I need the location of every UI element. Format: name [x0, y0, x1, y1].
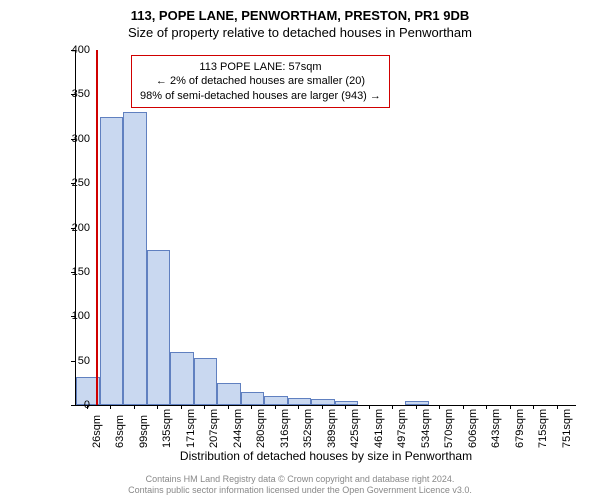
y-tick-mark	[71, 228, 75, 229]
y-tick-label: 250	[60, 177, 90, 189]
y-tick-mark	[71, 272, 75, 273]
x-tick-mark	[251, 405, 252, 409]
y-tick-mark	[71, 94, 75, 95]
histogram-bar	[335, 401, 359, 405]
x-tick-label: 643sqm	[490, 409, 502, 448]
y-tick-label: 200	[60, 222, 90, 234]
x-tick-mark	[369, 405, 370, 409]
x-tick-mark	[87, 405, 88, 409]
info-line-2: ← 2% of detached houses are smaller (20)	[140, 74, 381, 88]
y-tick-mark	[71, 139, 75, 140]
x-tick-label: 497sqm	[396, 409, 408, 448]
info-line-1: 113 POPE LANE: 57sqm	[140, 60, 381, 74]
x-tick-mark	[416, 405, 417, 409]
x-tick-mark	[557, 405, 558, 409]
x-tick-mark	[463, 405, 464, 409]
x-tick-mark	[228, 405, 229, 409]
y-tick-label: 0	[60, 399, 90, 411]
histogram-bar	[170, 352, 194, 405]
x-tick-mark	[181, 405, 182, 409]
y-tick-mark	[71, 50, 75, 51]
chart-area: Number of detached properties 113 POPE L…	[55, 50, 575, 430]
x-tick-mark	[533, 405, 534, 409]
y-tick-label: 150	[60, 266, 90, 278]
x-tick-mark	[157, 405, 158, 409]
histogram-bar	[194, 358, 218, 405]
x-tick-label: 715sqm	[537, 409, 549, 448]
x-tick-label: 135sqm	[161, 409, 173, 448]
info-box: 113 POPE LANE: 57sqm ← 2% of detached ho…	[131, 55, 390, 108]
y-tick-mark	[71, 183, 75, 184]
footer-line-2: Contains public sector information licen…	[0, 485, 600, 496]
x-tick-label: 244sqm	[232, 409, 244, 448]
histogram-bar	[405, 401, 429, 405]
x-tick-mark	[322, 405, 323, 409]
x-tick-mark	[275, 405, 276, 409]
histogram-bar	[217, 383, 241, 405]
x-tick-label: 63sqm	[114, 415, 126, 448]
x-tick-mark	[110, 405, 111, 409]
x-tick-mark	[392, 405, 393, 409]
x-tick-mark	[486, 405, 487, 409]
footer-line-1: Contains HM Land Registry data © Crown c…	[0, 474, 600, 485]
y-tick-mark	[71, 361, 75, 362]
x-tick-mark	[298, 405, 299, 409]
histogram-bar	[311, 399, 335, 405]
y-tick-label: 400	[60, 44, 90, 56]
x-tick-mark	[204, 405, 205, 409]
info-line-3: 98% of semi-detached houses are larger (…	[140, 89, 381, 103]
y-tick-mark	[71, 405, 75, 406]
histogram-bar	[100, 117, 124, 405]
y-tick-label: 50	[60, 355, 90, 367]
histogram-bar	[123, 112, 147, 405]
x-tick-label: 26sqm	[91, 415, 103, 448]
x-tick-label: 751sqm	[561, 409, 573, 448]
reference-line	[96, 50, 98, 405]
histogram-bar	[241, 392, 265, 405]
x-tick-label: 316sqm	[279, 409, 291, 448]
footer-attribution: Contains HM Land Registry data © Crown c…	[0, 474, 600, 496]
histogram-bar	[147, 250, 171, 405]
histogram-bar	[288, 398, 312, 405]
x-tick-mark	[439, 405, 440, 409]
x-tick-mark	[510, 405, 511, 409]
x-tick-mark	[134, 405, 135, 409]
x-axis-label: Distribution of detached houses by size …	[76, 449, 576, 463]
x-tick-label: 425sqm	[349, 409, 361, 448]
x-tick-label: 352sqm	[302, 409, 314, 448]
y-tick-label: 100	[60, 310, 90, 322]
x-tick-label: 389sqm	[326, 409, 338, 448]
chart-subtitle: Size of property relative to detached ho…	[0, 23, 600, 40]
x-tick-label: 606sqm	[467, 409, 479, 448]
chart-title: 113, POPE LANE, PENWORTHAM, PRESTON, PR1…	[0, 0, 600, 23]
y-tick-label: 350	[60, 88, 90, 100]
plot-region: 113 POPE LANE: 57sqm ← 2% of detached ho…	[75, 50, 576, 406]
x-tick-label: 570sqm	[443, 409, 455, 448]
y-tick-mark	[71, 316, 75, 317]
x-tick-mark	[345, 405, 346, 409]
x-tick-label: 534sqm	[420, 409, 432, 448]
x-tick-label: 280sqm	[255, 409, 267, 448]
histogram-bar	[264, 396, 288, 405]
x-tick-label: 461sqm	[373, 409, 385, 448]
x-tick-label: 207sqm	[208, 409, 220, 448]
x-tick-label: 99sqm	[138, 415, 150, 448]
x-tick-label: 679sqm	[514, 409, 526, 448]
y-tick-label: 300	[60, 133, 90, 145]
x-tick-label: 171sqm	[185, 409, 197, 448]
